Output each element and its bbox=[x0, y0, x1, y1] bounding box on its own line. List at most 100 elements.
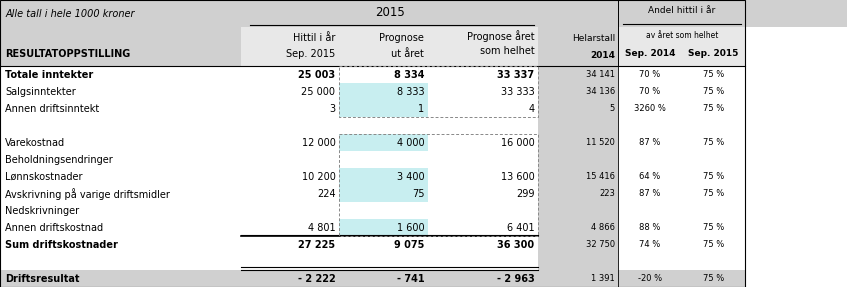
Bar bbox=[0, 0, 745, 287]
Bar bbox=[538, 219, 618, 236]
Bar bbox=[0, 0, 847, 27]
Text: Annen driftskostnad: Annen driftskostnad bbox=[5, 223, 103, 233]
Text: Salgsinntekter: Salgsinntekter bbox=[5, 87, 76, 97]
Text: 8 334: 8 334 bbox=[394, 70, 424, 80]
Text: 4 801: 4 801 bbox=[307, 223, 335, 233]
Bar bbox=[0, 253, 745, 270]
Text: 75 %: 75 % bbox=[703, 172, 724, 181]
Text: Lønnskostnader: Lønnskostnader bbox=[5, 172, 82, 182]
Bar bbox=[538, 185, 618, 202]
Bar bbox=[538, 253, 618, 270]
Text: 2015: 2015 bbox=[374, 6, 405, 19]
Bar bbox=[538, 134, 618, 151]
Text: 3: 3 bbox=[329, 104, 335, 114]
Text: 75 %: 75 % bbox=[703, 189, 724, 198]
Bar bbox=[538, 100, 618, 117]
Bar bbox=[538, 236, 618, 253]
Bar bbox=[0, 27, 241, 66]
Bar bbox=[339, 185, 428, 202]
Bar bbox=[538, 66, 618, 83]
Text: 224: 224 bbox=[317, 189, 335, 199]
Text: 87 %: 87 % bbox=[639, 189, 661, 198]
Bar bbox=[0, 100, 745, 117]
Text: 8 333: 8 333 bbox=[396, 87, 424, 97]
Text: 32 750: 32 750 bbox=[586, 240, 615, 249]
Bar bbox=[538, 270, 618, 287]
Bar bbox=[0, 168, 745, 185]
Text: 75 %: 75 % bbox=[703, 223, 724, 232]
Text: 34 141: 34 141 bbox=[586, 70, 615, 79]
Text: Driftsresultat: Driftsresultat bbox=[5, 274, 80, 284]
Text: Andel hittil i år: Andel hittil i år bbox=[648, 6, 716, 15]
Text: 27 225: 27 225 bbox=[298, 240, 335, 250]
Text: Beholdningsendringer: Beholdningsendringer bbox=[5, 155, 113, 165]
Bar bbox=[618, 27, 745, 66]
Text: 75 %: 75 % bbox=[703, 104, 724, 113]
Bar bbox=[538, 27, 618, 66]
Text: Alle tall i hele 1000 kroner: Alle tall i hele 1000 kroner bbox=[5, 9, 135, 19]
Text: Avskrivning på varige driftsmidler: Avskrivning på varige driftsmidler bbox=[5, 188, 170, 200]
Text: -20 %: -20 % bbox=[638, 274, 662, 283]
Text: 33 337: 33 337 bbox=[497, 70, 534, 80]
Text: Prognose: Prognose bbox=[379, 33, 424, 43]
Text: ut året: ut året bbox=[391, 49, 424, 59]
Text: Totale inntekter: Totale inntekter bbox=[5, 70, 93, 80]
Text: 36 300: 36 300 bbox=[497, 240, 534, 250]
Bar bbox=[0, 270, 745, 287]
Text: 4: 4 bbox=[529, 104, 534, 114]
Text: som helhet: som helhet bbox=[479, 46, 534, 56]
Text: 75 %: 75 % bbox=[703, 87, 724, 96]
Bar bbox=[339, 134, 428, 151]
Text: 9 075: 9 075 bbox=[394, 240, 424, 250]
Bar bbox=[339, 83, 428, 100]
Bar bbox=[0, 219, 745, 236]
Bar bbox=[0, 236, 745, 253]
Bar bbox=[241, 27, 538, 66]
Text: 11 520: 11 520 bbox=[586, 138, 615, 147]
Bar bbox=[339, 168, 428, 185]
Text: 13 600: 13 600 bbox=[501, 172, 534, 182]
Text: 2014: 2014 bbox=[590, 51, 615, 60]
Text: Prognose året: Prognose året bbox=[467, 30, 534, 42]
Text: 1: 1 bbox=[418, 104, 424, 114]
Text: - 2 222: - 2 222 bbox=[297, 274, 335, 284]
Text: 6 401: 6 401 bbox=[507, 223, 534, 233]
Bar bbox=[0, 151, 745, 168]
Text: 5: 5 bbox=[610, 104, 615, 113]
Text: 70 %: 70 % bbox=[639, 87, 661, 96]
Text: 25 000: 25 000 bbox=[302, 87, 335, 97]
Text: 4 000: 4 000 bbox=[396, 138, 424, 148]
Text: Sep. 2015: Sep. 2015 bbox=[689, 49, 739, 58]
Bar bbox=[0, 117, 745, 134]
Text: 75 %: 75 % bbox=[703, 274, 724, 283]
Text: av året som helhet: av året som helhet bbox=[645, 30, 718, 40]
Bar bbox=[538, 202, 618, 219]
Text: 15 416: 15 416 bbox=[586, 172, 615, 181]
Text: 70 %: 70 % bbox=[639, 70, 661, 79]
Text: 75 %: 75 % bbox=[703, 138, 724, 147]
Text: Varekostnad: Varekostnad bbox=[5, 138, 65, 148]
Text: - 741: - 741 bbox=[396, 274, 424, 284]
Text: RESULTATOPPSTILLING: RESULTATOPPSTILLING bbox=[5, 49, 130, 59]
Bar bbox=[538, 117, 618, 134]
Text: Nedskrivninger: Nedskrivninger bbox=[5, 206, 80, 216]
Text: 33 333: 33 333 bbox=[501, 87, 534, 97]
Bar bbox=[538, 151, 618, 168]
Text: 25 003: 25 003 bbox=[298, 70, 335, 80]
Text: 75 %: 75 % bbox=[703, 240, 724, 249]
Text: 3260 %: 3260 % bbox=[634, 104, 666, 113]
Bar bbox=[0, 185, 745, 202]
Text: 4 866: 4 866 bbox=[591, 223, 615, 232]
Text: 75 %: 75 % bbox=[703, 70, 724, 79]
Text: Helarstall: Helarstall bbox=[572, 34, 615, 42]
Bar bbox=[538, 168, 618, 185]
Text: 1 391: 1 391 bbox=[591, 274, 615, 283]
Text: 3 400: 3 400 bbox=[396, 172, 424, 182]
Text: Hittil i år: Hittil i år bbox=[293, 33, 335, 43]
Bar bbox=[538, 83, 618, 100]
Text: 88 %: 88 % bbox=[639, 223, 661, 232]
Bar bbox=[339, 100, 428, 117]
Text: 64 %: 64 % bbox=[639, 172, 661, 181]
Text: Sep. 2015: Sep. 2015 bbox=[286, 49, 335, 59]
Text: 74 %: 74 % bbox=[639, 240, 661, 249]
